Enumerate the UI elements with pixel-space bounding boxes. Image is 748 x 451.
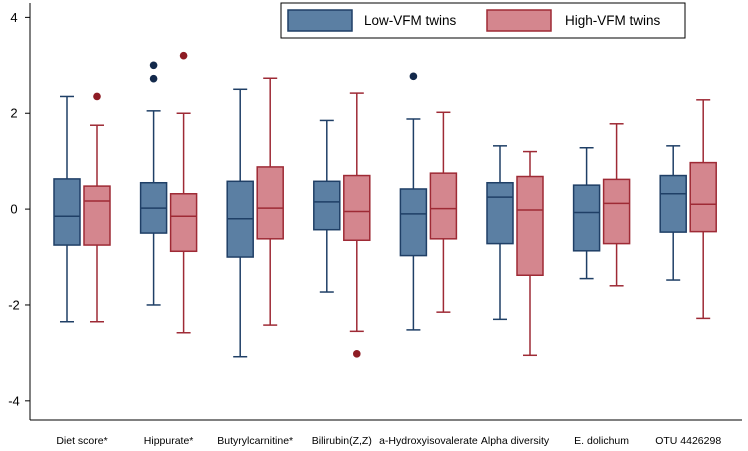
iqr-box: [429, 172, 458, 240]
box-high-vfm: [256, 77, 284, 326]
iqr-box: [602, 178, 631, 245]
iqr-box: [83, 185, 111, 246]
outlier-point: [179, 51, 188, 60]
outlier-point: [409, 72, 418, 81]
box-low-vfm: [53, 95, 81, 323]
box-low-vfm: [486, 145, 514, 321]
outlier-point: [149, 74, 158, 83]
box-low-vfm: [226, 88, 254, 358]
iqr-box: [689, 161, 717, 233]
box-high-vfm: [516, 150, 544, 357]
outlier-point: [353, 350, 361, 358]
box-low-vfm: [659, 145, 687, 281]
box-high-vfm: [689, 99, 717, 320]
iqr-box: [486, 181, 514, 245]
x-tick-label: Butyrylcarnitine*: [217, 435, 293, 447]
y-tick-label: 4: [10, 10, 17, 25]
iqr-box: [53, 178, 81, 246]
outlier-point: [149, 61, 158, 70]
y-tick-label: 0: [10, 202, 17, 217]
y-tick-label: 2: [10, 106, 17, 121]
outlier-point: [93, 92, 101, 101]
box-low-vfm: [313, 119, 341, 293]
iqr-box: [169, 193, 198, 253]
legend: Low-VFM twins High-VFM twins: [280, 2, 686, 39]
x-tick-label: Alpha diversity: [481, 435, 550, 447]
x-axis: Diet score* Hippurate* Butyrylcarnitine* Bi…: [30, 419, 742, 447]
x-tick-label: Bilirubin(Z,Z): [312, 435, 372, 447]
box-low-vfm: [572, 147, 601, 280]
iqr-box: [572, 184, 601, 252]
legend-label-high-vfm: High-VFM twins: [565, 13, 661, 28]
box-high-vfm: [602, 123, 631, 287]
box-high-vfm: [429, 111, 458, 313]
box-low-vfm: [139, 61, 168, 306]
y-axis: 4 2 0 -2 -4: [8, 3, 31, 420]
x-tick-label: Diet score*: [56, 435, 107, 447]
y-tick-label: -4: [8, 393, 20, 408]
iqr-box: [313, 180, 341, 231]
x-tick-label: E. dolichum: [574, 435, 629, 447]
y-tick-label: -2: [8, 297, 20, 312]
iqr-box: [399, 188, 428, 257]
iqr-box: [659, 174, 687, 233]
legend-swatch-high-vfm: [486, 9, 552, 32]
plot-area: [53, 51, 717, 358]
legend-swatch-low-vfm: [287, 9, 353, 32]
box-high-vfm: [83, 92, 111, 323]
box-high-vfm: [343, 92, 371, 358]
x-tick-label: Hippurate*: [144, 435, 194, 447]
iqr-box: [256, 166, 284, 240]
x-tick-label: OTU 4426298: [655, 435, 721, 447]
box-high-vfm: [169, 51, 198, 334]
legend-label-low-vfm: Low-VFM twins: [364, 13, 457, 28]
iqr-box: [343, 174, 371, 242]
x-tick-label: a-Hydroxyisovalerate: [379, 435, 478, 447]
box-low-vfm: [399, 72, 428, 331]
iqr-box: [516, 175, 544, 276]
